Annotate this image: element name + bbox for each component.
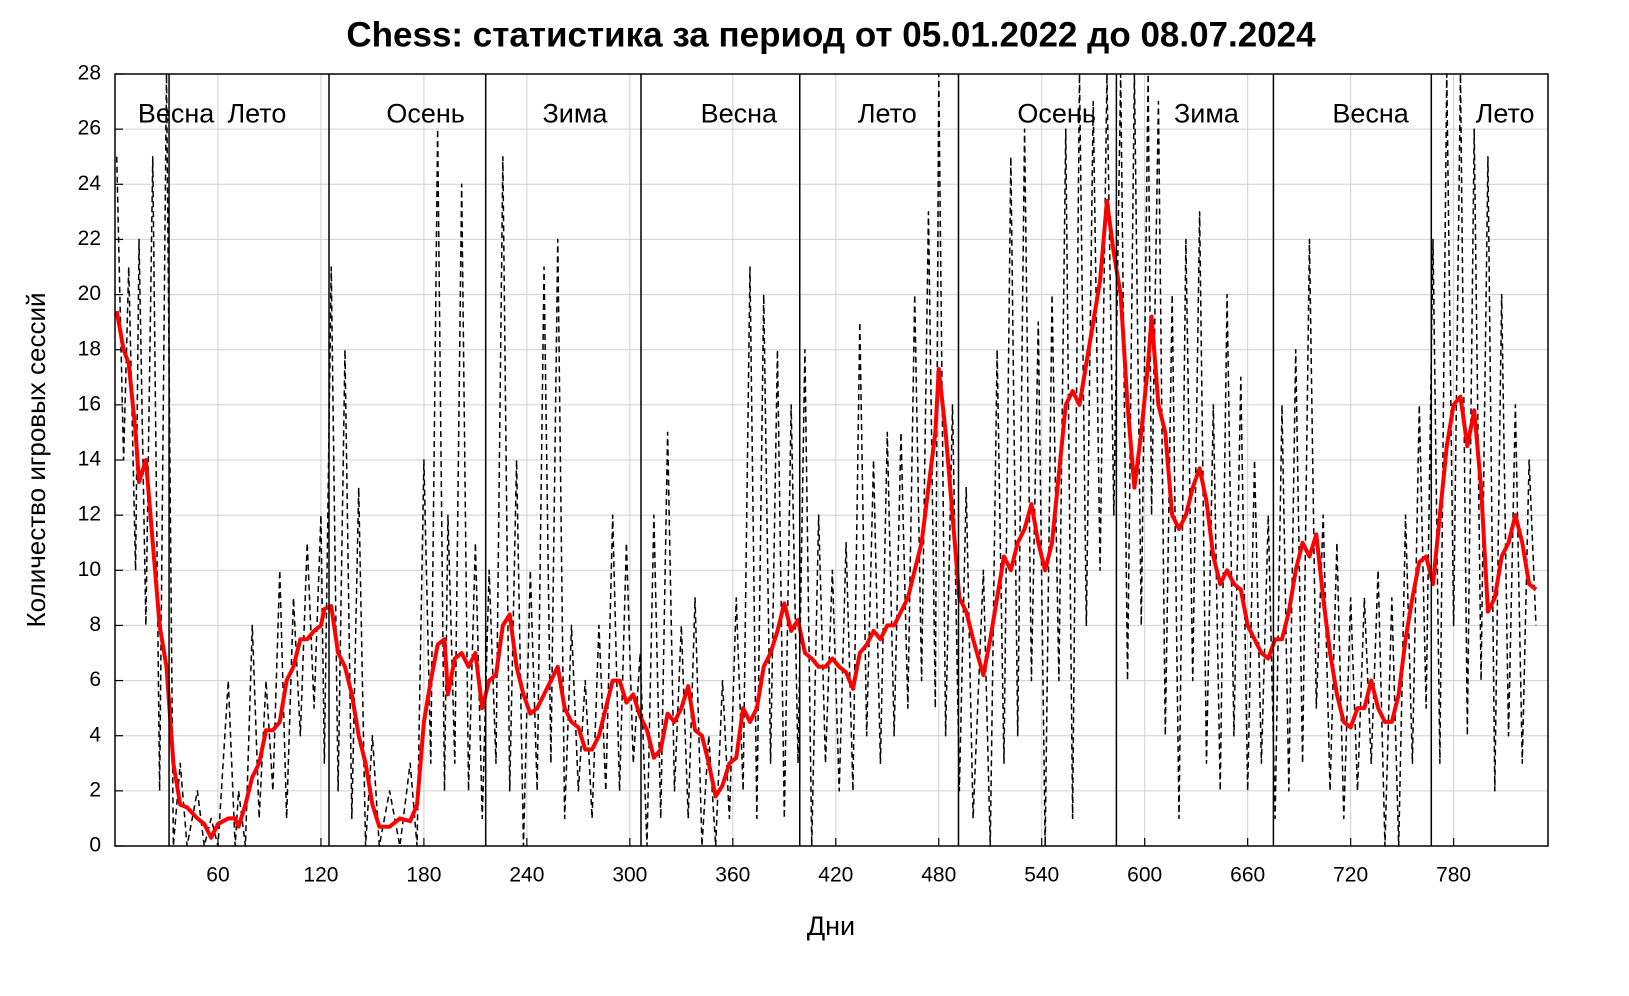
season-label: Лето (1476, 98, 1535, 128)
x-tick-label: 180 (406, 864, 441, 887)
y-tick-label: 6 (89, 668, 101, 691)
season-label: Осень (386, 98, 465, 128)
y-tick-label: 22 (78, 227, 101, 250)
x-tick-label: 240 (509, 864, 544, 887)
season-label: Весна (138, 98, 215, 128)
y-tick-label: 24 (78, 172, 102, 195)
x-tick-label: 360 (715, 864, 750, 887)
x-tick-label: 300 (612, 864, 647, 887)
y-tick-label: 14 (78, 448, 102, 471)
x-tick-label: 120 (303, 864, 338, 887)
season-label: Зима (542, 98, 608, 128)
plot-frame (114, 73, 1549, 847)
y-tick-label: 26 (78, 117, 101, 140)
x-tick-label: 600 (1127, 864, 1162, 887)
y-tick-label: 2 (89, 778, 101, 801)
x-tick-label: 480 (921, 864, 956, 887)
season-label: Зима (1174, 98, 1240, 128)
y-tick-label: 20 (78, 282, 101, 305)
y-tick-label: 4 (89, 723, 101, 746)
y-axis-label: Количество игровых сессий (21, 292, 51, 627)
y-tick-label: 28 (78, 62, 101, 85)
y-tick-label: 10 (78, 558, 101, 581)
season-label: Весна (1332, 98, 1409, 128)
season-label: Лето (858, 98, 917, 128)
y-tick-label: 0 (89, 834, 101, 857)
x-tick-label: 540 (1024, 864, 1059, 887)
series-line (114, 198, 1538, 840)
y-tick-label: 12 (78, 503, 101, 526)
x-tick-label: 660 (1230, 864, 1265, 887)
season-label: Осень (1017, 98, 1096, 128)
chart-title: Chess: статистика за период от 05.01.202… (346, 15, 1316, 54)
x-tick-label: 780 (1436, 864, 1471, 887)
y-tick-label: 8 (89, 613, 101, 636)
season-label: Лето (227, 98, 286, 128)
x-tick-label: 60 (206, 864, 229, 887)
x-tick-label: 720 (1333, 864, 1368, 887)
marks-layer (114, 73, 1538, 847)
y-tick-label: 16 (78, 392, 101, 415)
x-axis-label: Дни (807, 911, 855, 941)
x-tick-label: 420 (818, 864, 853, 887)
y-tick-label: 18 (78, 337, 101, 360)
season-label: Весна (701, 98, 778, 128)
